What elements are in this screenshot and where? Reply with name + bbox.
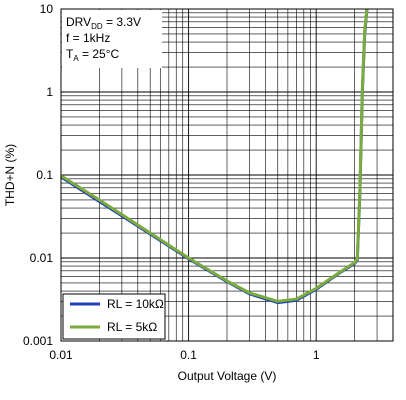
legend-label-5k: RL = 5kΩ [107, 320, 157, 334]
x-tick-label: 0.01 [49, 348, 73, 362]
y-tick-label: 1 [46, 85, 53, 99]
plot-frame [60, 8, 394, 342]
y-tick-label: 0.01 [30, 251, 54, 265]
y-axis-label: THD+N (%) [3, 144, 17, 206]
series-line-1 [60, 8, 369, 303]
x-axis-label: Output Voltage (V) [178, 369, 277, 383]
y-tick-label: 0.001 [23, 334, 53, 348]
y-tick-label: 10 [40, 2, 54, 16]
x-tick-label: 0.1 [180, 348, 197, 362]
legend: RL = 10kΩ RL = 5kΩ [62, 293, 166, 340]
series-layer [60, 8, 369, 305]
legend-box [62, 293, 166, 340]
x-tick-label: 1 [313, 348, 320, 362]
legend-label-10k: RL = 10kΩ [107, 297, 164, 311]
annotation-line-3: TA = 25°C [66, 47, 120, 63]
annotation-line-2: f = 1kHz [66, 31, 110, 45]
annotation-line-1: DRVDD = 3.3V [66, 15, 141, 31]
annotation-box: DRVDD = 3.3V f = 1kHz TA = 25°C [62, 10, 162, 68]
y-tick-label: 0.1 [36, 168, 53, 182]
